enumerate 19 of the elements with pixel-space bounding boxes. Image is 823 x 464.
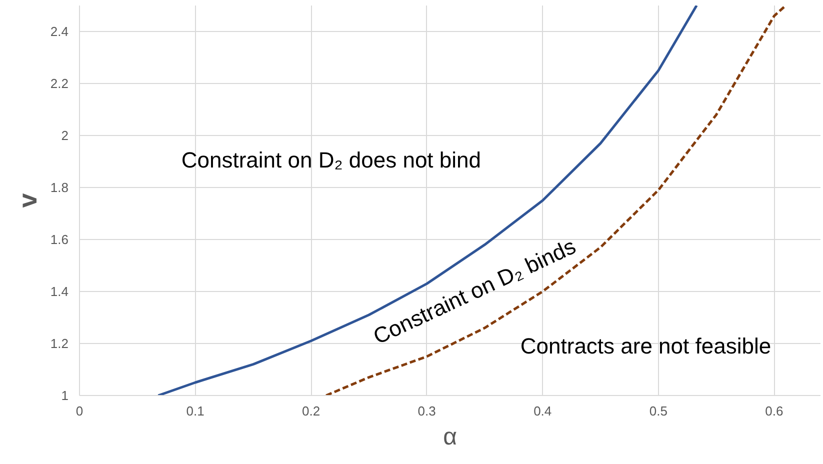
x-tick-label: 0.3 (418, 404, 436, 418)
y-axis-title: v (12, 192, 42, 208)
x-tick-label: 0 (76, 404, 84, 418)
y-tick-label: 2.4 (50, 24, 69, 39)
x-tick-label: 0.5 (649, 404, 668, 418)
y-tick-label: 2 (61, 128, 69, 143)
y-tick-label: 1 (61, 388, 69, 403)
y-tick-label: 1.2 (50, 336, 69, 351)
x-tick-label: 0.6 (765, 404, 784, 418)
x-tick-label: 0.1 (186, 404, 204, 418)
x-tick-label: 0.4 (534, 404, 552, 418)
x-tick-label: 0.2 (302, 404, 320, 418)
y-tick-label: 1.6 (50, 232, 69, 247)
x-axis-title: α (443, 424, 458, 450)
y-tick-label: 1.4 (50, 284, 69, 299)
y-tick-label: 1.8 (50, 180, 69, 195)
annotation: Constraint on D₂ does not bind (181, 147, 482, 172)
annotation: Contracts are not feasible (520, 333, 772, 358)
y-tick-label: 2.2 (50, 76, 69, 91)
